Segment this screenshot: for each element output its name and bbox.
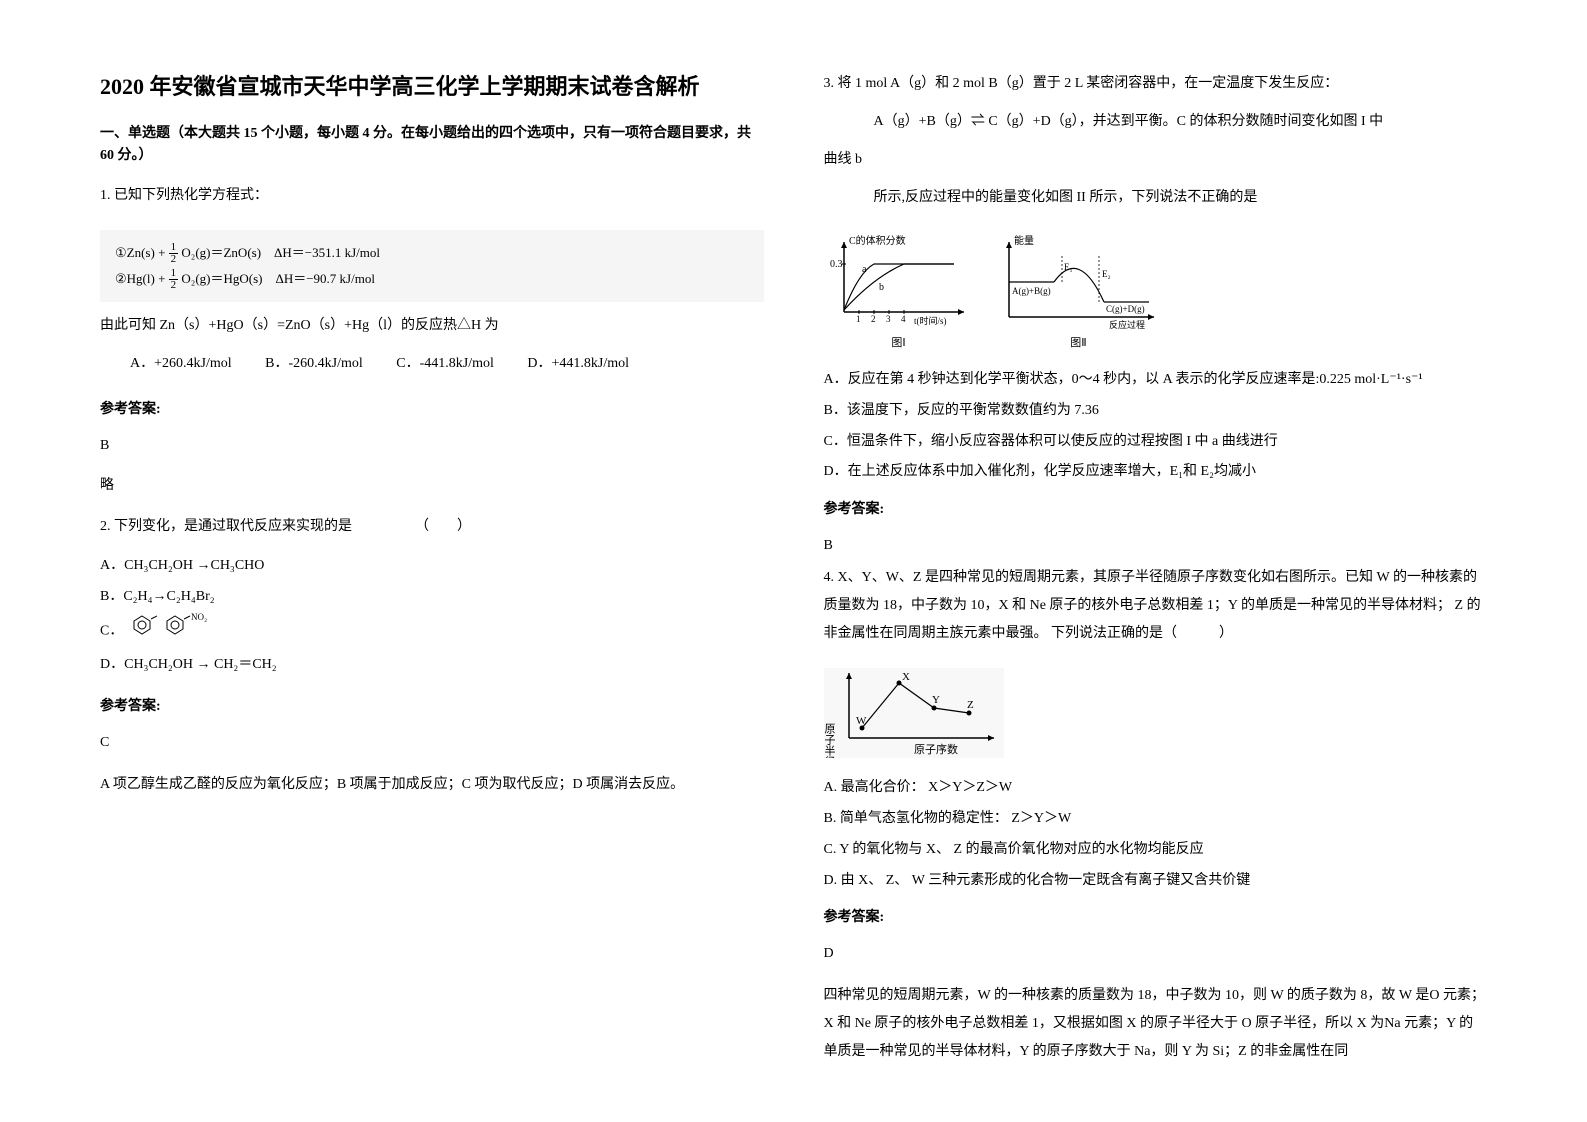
svg-text:NO₂: NO₂	[191, 613, 207, 622]
svg-text:Y: Y	[932, 694, 940, 706]
q3-optB: B．该温度下，反应的平衡常数数值约为 7.36	[824, 396, 1488, 427]
q3-answer: B	[824, 538, 1488, 554]
chart2-e1: E₁	[1064, 262, 1073, 272]
chart2-title: 图Ⅱ	[994, 334, 1164, 350]
section-header: 一、单选题（本大题共 15 个小题，每小题 4 分。在每小题给出的四个选项中，只…	[100, 123, 764, 168]
q1-optD: D．+441.8kJ/mol	[527, 350, 629, 378]
q3-charts: C的体积分数 0.3 a b 1 2 3 4 t(时间/s) 图Ⅰ	[824, 232, 1488, 350]
q4-answer-label: 参考答案:	[824, 906, 1488, 926]
q3-linesub: 所示,反应过程中的能量变化如图 II 所示，下列说法不正确的是	[824, 184, 1488, 212]
q4-answer: D	[824, 946, 1488, 962]
nitrobenzene-icon: NO₂	[160, 613, 210, 650]
q2-optC: C．	[100, 623, 123, 638]
atomic-ylabel: 原子半径	[824, 723, 836, 758]
svg-text:3: 3	[886, 314, 891, 324]
q3-optD: D．在上述反应体系中加入催化剂，化学反应速率增大，E₁和 E₂均减小	[824, 457, 1488, 488]
q1-formula1: ①Zn(s) + 12 O₂(g)＝ZnO(s) ΔH＝−351.1 kJ/mo…	[115, 240, 749, 266]
q3-equation: A（g）+B（g）⇌ C（g）+D（g），并达到平衡。C 的体积分数随时间变化如…	[824, 108, 1488, 136]
q1-f1-pre: ①Zn(s) +	[115, 245, 169, 260]
q4-num: 4. X、Y、W、Z 是四种常见的短周期元素，其原子半径随原子序数变化如右图所示…	[824, 564, 1488, 648]
chart1-xlabel: t(时间/s)	[914, 315, 947, 326]
svg-text:X: X	[902, 671, 910, 683]
q4-optC: C. Y 的氧化物与 X、 Z 的最高价氧化物对应的水化物均能反应	[824, 835, 1488, 866]
right-column: 3. 将 1 mol A（g）和 2 mol B（g）置于 2 L 某密闭容器中…	[824, 70, 1488, 1052]
q1-f2-pre: ②Hg(l) +	[115, 271, 169, 286]
q1-explanation: 略	[100, 474, 764, 494]
q2-optA: A．CH₃CH₂OH →CH₃CHO	[100, 551, 764, 582]
q2-optD: D．CH₃CH₂OH → CH₂＝CH₂	[100, 650, 764, 681]
chart2-right: C(g)+D(g)	[1106, 304, 1145, 314]
left-column: 2020 年安徽省宣城市天华中学高三化学上学期期末试卷含解析 一、单选题（本大题…	[100, 70, 764, 1052]
q1-options: A．+260.4kJ/mol B．-260.4kJ/mol C．-441.8kJ…	[100, 350, 764, 378]
q1-f2-post: O₂(g)＝HgO(s) ΔH＝−90.7 kJ/mol	[178, 271, 375, 286]
q2-optB: B．C₂H₄→C₂H₄Br₂	[100, 582, 764, 613]
benzene-icon	[127, 613, 157, 650]
svg-text:1: 1	[856, 314, 861, 324]
q1-optB: B．-260.4kJ/mol	[265, 350, 363, 378]
q4-optD: D. 由 X、 Z、 W 三种元素形成的化合物一定既含有离子键又含共价键	[824, 866, 1488, 897]
chart2-left: A(g)+B(g)	[1012, 286, 1051, 296]
q1-optC: C．-441.8kJ/mol	[396, 350, 494, 378]
q2-optC-line: C． NO₂	[100, 613, 764, 650]
svg-text:4: 4	[901, 314, 906, 324]
atomic-xlabel: 原子序数	[914, 742, 958, 756]
chart1-title: 图Ⅰ	[824, 334, 974, 350]
svg-text:Z: Z	[967, 699, 974, 711]
chart2-process: 反应过程	[1109, 319, 1145, 330]
q2-answer: C	[100, 735, 764, 751]
q1-answer-label: 参考答案:	[100, 398, 764, 418]
q4-optA: A. 最高化合价： X＞Y＞Z＞W	[824, 773, 1488, 804]
q1-formula2: ②Hg(l) + 12 O₂(g)＝HgO(s) ΔH＝−90.7 kJ/mol	[115, 266, 749, 292]
chart1: C的体积分数 0.3 a b 1 2 3 4 t(时间/s) 图Ⅰ	[824, 232, 974, 350]
q4-optB: B. 简单气态氢化物的稳定性： Z＞Y＞W	[824, 804, 1488, 835]
q2-explanation: A 项乙醇生成乙醛的反应为氧化反应；B 项属于加成反应；C 项为取代反应；D 项…	[100, 771, 764, 799]
chart1-ylabel: C的体积分数	[849, 234, 906, 247]
q3-optC: C．恒温条件下，缩小反应容器体积可以使反应的过程按图 I 中 a 曲线进行	[824, 427, 1488, 458]
q1-f1-post: O₂(g)＝ZnO(s) ΔH＝−351.1 kJ/mol	[178, 245, 380, 260]
q1-formula-box: ①Zn(s) + 12 O₂(g)＝ZnO(s) ΔH＝−351.1 kJ/mo…	[100, 230, 764, 302]
q2-answer-label: 参考答案:	[100, 695, 764, 715]
svg-text:0.3: 0.3	[830, 259, 843, 270]
atomic-chart: 原子半径 原子序数 W X Y Z	[824, 668, 1488, 763]
q1-optA: A．+260.4kJ/mol	[130, 350, 232, 378]
q4-explanation: 四种常见的短周期元素，W 的一种核素的质量数为 18，中子数为 10，则 W 的…	[824, 982, 1488, 1066]
chart2-e2: E₂	[1102, 269, 1111, 279]
svg-text:2: 2	[871, 314, 876, 324]
chart2: 能量 E₁ E₂ A(g)+B(g) C(g)+D(g) 反应过程 图Ⅱ	[994, 232, 1164, 350]
q2-num: 2. 下列变化，是通过取代反应来实现的是 （ ）	[100, 514, 764, 539]
svg-text:W: W	[856, 715, 867, 727]
q3-num: 3. 将 1 mol A（g）和 2 mol B（g）置于 2 L 某密闭容器中…	[824, 70, 1488, 98]
q1-text: 由此可知 Zn（s）+HgO（s）=ZnO（s）+Hg（l）的反应热△H 为	[100, 312, 764, 340]
q3-answer-label: 参考答案:	[824, 498, 1488, 518]
chart2-ylabel: 能量	[1014, 234, 1034, 247]
q1-answer: B	[100, 438, 764, 454]
svg-text:b: b	[879, 282, 884, 293]
q1-num: 1. 已知下列热化学方程式：	[100, 183, 764, 208]
q3-optA: A．反应在第 4 秒钟达到化学平衡状态，0～4 秒内，以 A 表示的化学反应速率…	[824, 365, 1488, 396]
q3-lineb: 曲线 b	[824, 146, 1488, 174]
page-title: 2020 年安徽省宣城市天华中学高三化学上学期期末试卷含解析	[100, 70, 764, 103]
svg-text:a: a	[862, 264, 867, 275]
